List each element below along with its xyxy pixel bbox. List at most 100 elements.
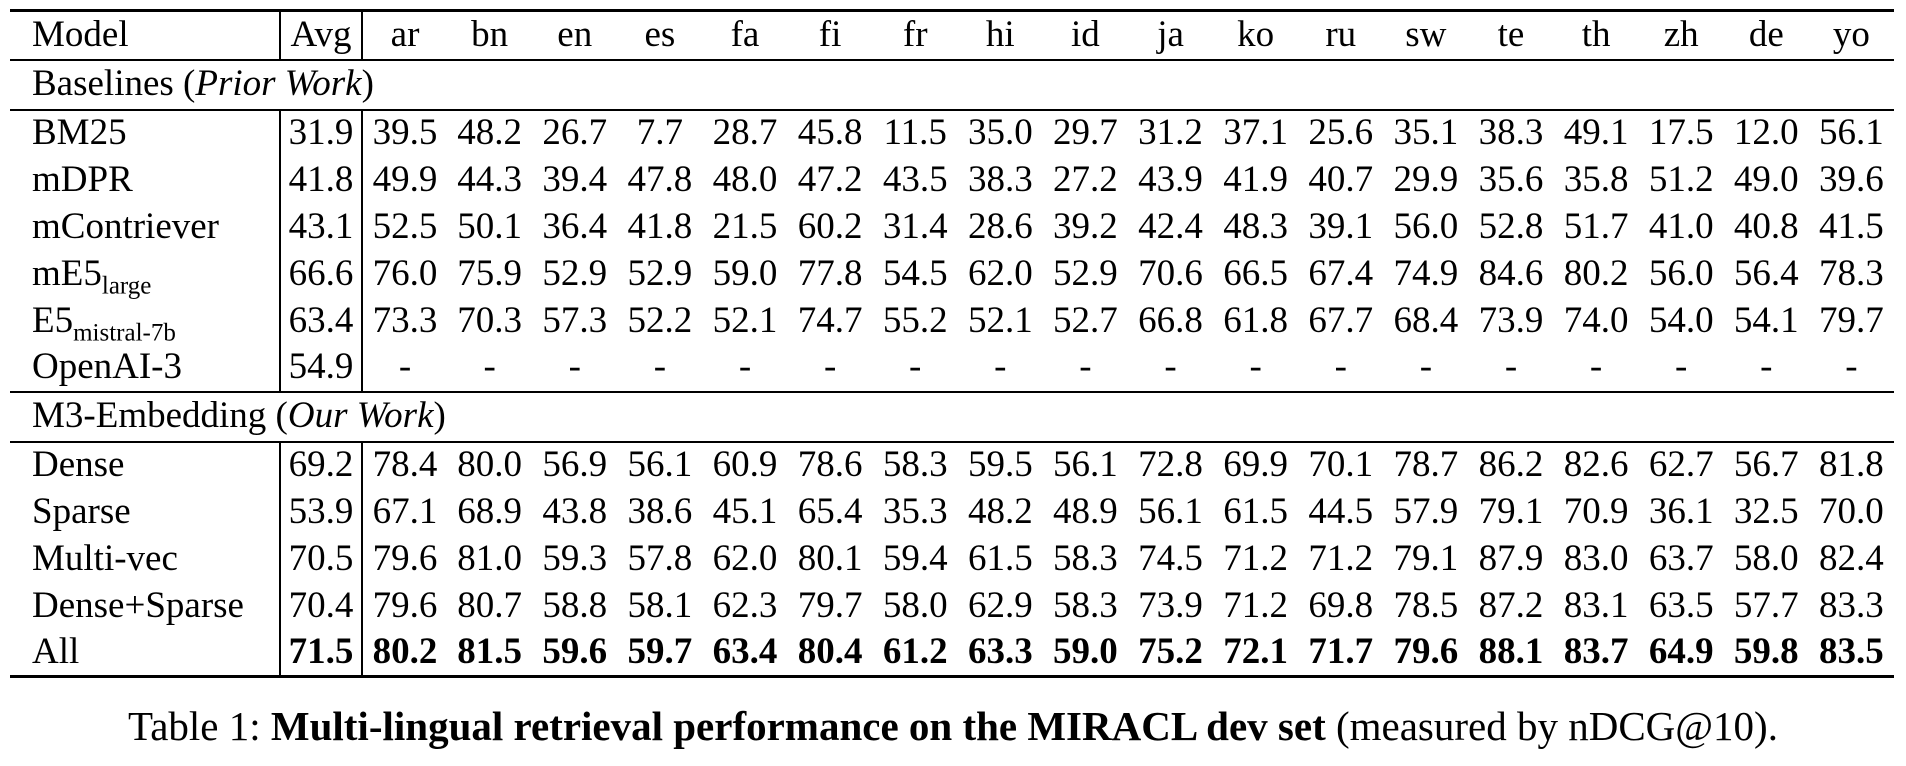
value-cell-th: 83.7 [1553, 629, 1639, 678]
value-cell-ar: 67.1 [372, 490, 438, 532]
section-header-label: Baselines (Prior Work) [10, 58, 1894, 111]
header-cell-avg: Avg [279, 9, 363, 61]
value-cell-ja: 42.4 [1138, 205, 1203, 247]
value-cell-ar: - [398, 346, 412, 388]
avg-value-cell: 31.9 [279, 109, 363, 157]
table-row: Dense 69.2 78.4 80.0 56.9 56.1 60.9 78.6 58.3 59.… [10, 441, 1894, 489]
model-name-cell: OpenAI-3 [32, 346, 183, 388]
avg-value-cell: 66.6 [279, 250, 363, 298]
value-cell-ja: 74.5 [1138, 537, 1203, 579]
value-cell-en: 59.3 [542, 537, 608, 579]
value-cell-fa: 62.3 [712, 584, 778, 626]
value-cell-de: 59.8 [1723, 629, 1809, 678]
avg-value-cell: 70.5 [279, 535, 363, 583]
value-cell-ja: - [1164, 346, 1177, 388]
value-cell-fi: 47.2 [797, 158, 863, 200]
value-cell-de: 56.4 [1733, 252, 1799, 294]
value-cell-ar: 79.6 [372, 584, 438, 626]
value-cell-bn: 81.5 [447, 629, 533, 678]
table-row: BM25 31.9 39.5 48.2 26.7 7.7 28.7 45.8 11.5 35.0 2… [10, 109, 1894, 157]
value-cell-sw: 68.4 [1393, 299, 1459, 341]
value-cell-hi: 62.9 [967, 584, 1033, 626]
value-cell-id: 48.9 [1053, 490, 1118, 532]
value-cell-ko: 37.1 [1223, 112, 1289, 154]
value-cell-es: - [653, 346, 667, 388]
table-row: mContriever 43.1 52.5 50.1 36.4 41.8 21.5 60.2 3… [10, 203, 1894, 251]
model-subscript: mistral-7b [73, 319, 176, 347]
model-name-cell: BM25 [32, 112, 127, 154]
value-cell-hi: 35.0 [967, 112, 1033, 154]
value-cell-ko: 71.2 [1223, 537, 1289, 579]
table-row: mE5large 66.6 76.0 75.9 52.9 52.9 59.0 77.8 54.5… [10, 250, 1894, 300]
value-cell-ko: 61.5 [1223, 490, 1289, 532]
value-cell-ja: 31.2 [1138, 112, 1203, 154]
value-cell-zh: 41.0 [1648, 205, 1714, 247]
value-cell-ar: 73.3 [372, 299, 438, 341]
value-cell-ko: - [1249, 346, 1262, 388]
table-row: Multi-vec 70.5 79.6 81.0 59.3 57.8 62.0 80.1 59.… [10, 535, 1894, 583]
value-cell-hi: 61.5 [967, 537, 1033, 579]
value-cell-fi: 80.1 [797, 537, 863, 579]
value-cell-fr: 31.4 [882, 205, 948, 247]
value-cell-fr: 43.5 [882, 158, 948, 200]
value-cell-zh: 17.5 [1648, 112, 1714, 154]
value-cell-ja: 70.6 [1138, 252, 1203, 294]
header-cell-es: es [617, 9, 703, 61]
table-body: Baselines (Prior Work) BM25 31.9 39.5 48.2 26… [10, 58, 1894, 678]
avg-value-cell: 71.5 [279, 629, 363, 678]
value-cell-ar: 78.4 [372, 444, 438, 486]
value-cell-fi: 45.8 [797, 112, 863, 154]
value-cell-hi: 38.3 [967, 158, 1033, 200]
value-cell-ru: 44.5 [1308, 490, 1374, 532]
model-name-cell: mContriever [32, 205, 220, 247]
value-cell-de: 58.0 [1733, 537, 1799, 579]
value-cell-bn: 81.0 [457, 537, 523, 579]
value-cell-fa: 52.1 [712, 299, 778, 341]
value-cell-de: 57.7 [1733, 584, 1799, 626]
value-cell-fr: 35.3 [882, 490, 948, 532]
value-cell-sw: 79.6 [1383, 629, 1469, 678]
value-cell-id: 58.3 [1053, 584, 1118, 626]
value-cell-te: 52.8 [1478, 205, 1544, 247]
avg-value-cell: 70.4 [279, 582, 363, 630]
value-cell-te: 38.3 [1478, 112, 1544, 154]
caption-rest: (measured by nDCG@10). [1325, 703, 1778, 749]
value-cell-zh: 56.0 [1648, 252, 1714, 294]
avg-value-cell: 41.8 [279, 156, 363, 204]
value-cell-id: 52.9 [1053, 252, 1118, 294]
value-cell-sw: - [1419, 346, 1433, 388]
value-cell-en: - [568, 346, 581, 388]
value-cell-yo: 83.3 [1819, 584, 1884, 626]
value-cell-th: 83.1 [1563, 584, 1629, 626]
value-cell-id: 56.1 [1053, 444, 1118, 486]
value-cell-fr: 58.0 [882, 584, 948, 626]
value-cell-ru: 25.6 [1308, 112, 1374, 154]
value-cell-fr: 61.2 [872, 629, 958, 678]
caption-label: Table 1: [128, 703, 271, 749]
value-cell-fa: 59.0 [712, 252, 778, 294]
avg-value-cell: 63.4 [279, 297, 363, 345]
value-cell-fr: 55.2 [882, 299, 948, 341]
value-cell-fr: 54.5 [882, 252, 948, 294]
value-cell-ar: 76.0 [372, 252, 438, 294]
value-cell-yo: 39.6 [1819, 158, 1884, 200]
value-cell-ru: 67.7 [1308, 299, 1374, 341]
value-cell-ko: 66.5 [1223, 252, 1289, 294]
value-cell-bn: 50.1 [457, 205, 523, 247]
value-cell-yo: - [1845, 346, 1858, 388]
model-name-cell: All [10, 629, 280, 678]
value-cell-hi: 63.3 [957, 629, 1043, 678]
value-cell-fa: 63.4 [702, 629, 788, 678]
model-name-cell: Sparse [32, 490, 131, 532]
value-cell-zh: 62.7 [1648, 444, 1714, 486]
model-name-cell: mE5large [32, 252, 152, 300]
value-cell-es: 52.2 [627, 299, 693, 341]
value-cell-th: 80.2 [1563, 252, 1629, 294]
section-header-row: M3-Embedding (Our Work) [10, 390, 1894, 443]
value-cell-zh: - [1675, 346, 1688, 388]
avg-value-cell: 53.9 [279, 488, 363, 536]
value-cell-ja: 56.1 [1138, 490, 1203, 532]
value-cell-de: 56.7 [1733, 444, 1799, 486]
value-cell-id: 58.3 [1053, 537, 1118, 579]
value-cell-ko: 48.3 [1223, 205, 1289, 247]
